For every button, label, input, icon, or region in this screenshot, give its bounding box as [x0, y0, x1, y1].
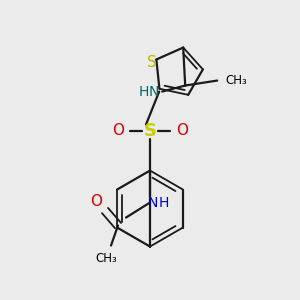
Text: S: S: [143, 122, 157, 140]
Text: N: N: [149, 85, 159, 98]
Text: N: N: [148, 196, 158, 209]
Text: O: O: [176, 123, 188, 138]
Text: O: O: [90, 194, 102, 209]
Text: S: S: [148, 55, 157, 70]
Text: O: O: [112, 123, 124, 138]
Text: H: H: [159, 196, 169, 209]
Text: CH₃: CH₃: [225, 74, 247, 87]
Text: H: H: [139, 85, 149, 98]
Text: CH₃: CH₃: [95, 252, 117, 265]
